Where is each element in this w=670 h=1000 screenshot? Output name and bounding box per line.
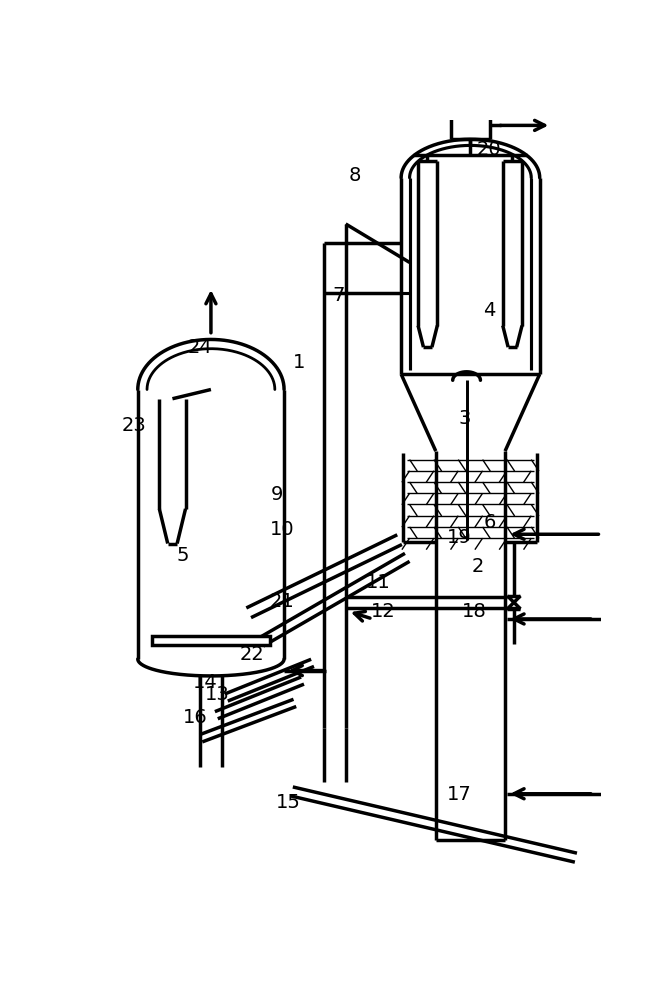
Text: 3: 3 [458, 409, 471, 428]
Text: 5: 5 [176, 546, 189, 565]
Text: 22: 22 [239, 645, 264, 664]
Text: 24: 24 [188, 338, 212, 357]
Text: 4: 4 [483, 301, 496, 320]
Text: 10: 10 [270, 520, 295, 539]
Text: 18: 18 [462, 602, 486, 621]
Text: 20: 20 [476, 140, 501, 159]
Text: 6: 6 [483, 513, 496, 532]
Text: 12: 12 [371, 602, 395, 621]
Text: 14: 14 [193, 673, 218, 692]
Bar [151, 636, 270, 645]
Text: 15: 15 [276, 793, 301, 812]
Text: 9: 9 [271, 485, 283, 504]
Text: 1: 1 [293, 353, 306, 372]
Text: 21: 21 [270, 592, 295, 611]
Text: 8: 8 [348, 166, 361, 185]
Text: 19: 19 [447, 528, 471, 547]
Text: 16: 16 [182, 708, 207, 727]
Text: 2: 2 [471, 557, 484, 576]
Text: 7: 7 [332, 286, 344, 305]
Text: 13: 13 [204, 685, 229, 704]
Text: 17: 17 [447, 785, 471, 804]
Text: 23: 23 [121, 416, 146, 435]
Text: 11: 11 [366, 572, 391, 591]
